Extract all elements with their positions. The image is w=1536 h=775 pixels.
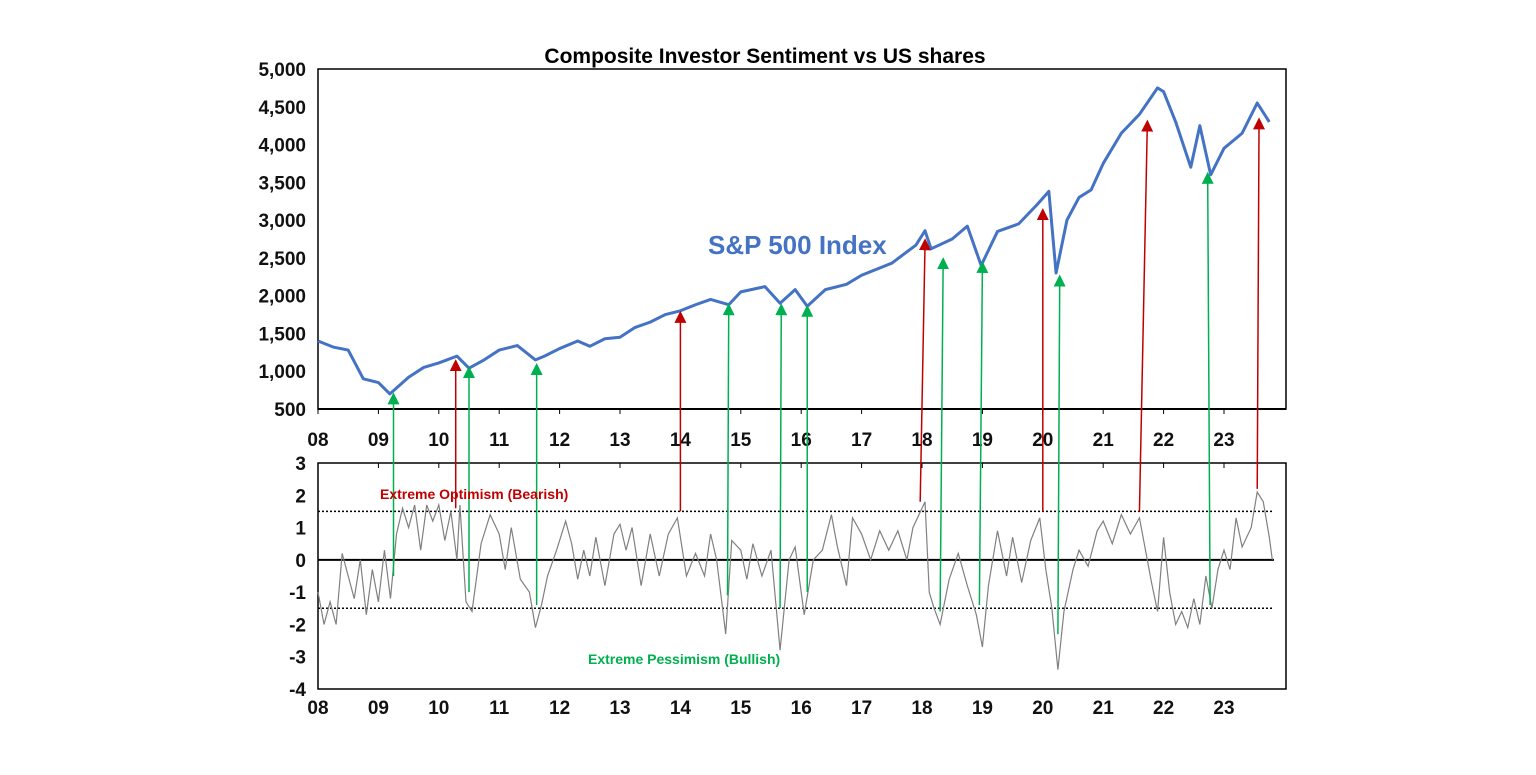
pessimism-arrow [1201, 171, 1214, 606]
bottom-x-tick-label: 14 [670, 698, 692, 719]
top-x-tick-label: 22 [1153, 430, 1174, 451]
top-x-tick-label: 23 [1213, 430, 1234, 451]
top-y-tick-label: 3,500 [258, 173, 306, 194]
pessimism-arrow [775, 303, 788, 609]
top-y-tick-label: 4,000 [258, 136, 306, 157]
top-y-tick-label: 4,500 [258, 98, 306, 119]
extreme-optimism-label: Extreme Optimism (Bearish) [380, 486, 568, 502]
top-x-tick-label: 21 [1093, 430, 1115, 451]
sp500-line [317, 86, 1271, 396]
top-x-tick-label: 08 [307, 430, 328, 451]
bottom-x-tick-label: 23 [1213, 698, 1234, 719]
bottom-x-tick-label: 21 [1093, 698, 1115, 719]
bottom-y-tick-label: 1 [295, 519, 306, 540]
extreme-pessimism-label: Extreme Pessimism (Bullish) [588, 651, 780, 667]
top-x-tick-label: 19 [972, 430, 993, 451]
optimism-arrow [1253, 117, 1266, 489]
bottom-plot-frame [317, 462, 1287, 690]
top-y-tick-label: 5,000 [258, 60, 306, 81]
pessimism-arrow [976, 260, 989, 606]
top-x-tick-label: 15 [730, 430, 752, 451]
top-y-tick-label: 1,500 [258, 324, 306, 345]
bottom-x-tick-label: 10 [428, 698, 449, 719]
bottom-x-tick-label: 20 [1032, 698, 1053, 719]
sentiment-line [317, 490, 1273, 670]
top-x-tick-label: 13 [609, 430, 630, 451]
bottom-y-tick-label: -1 [289, 583, 306, 604]
pessimism-arrow [937, 257, 950, 612]
top-panel: 500 1,000 1,500 2,000 2,500 3,000 3,500 4,000 4,… [258, 60, 1287, 451]
top-x-tick-label: 16 [791, 430, 812, 451]
top-y-tick-label: 1,000 [258, 362, 306, 383]
top-x-tick-label: 10 [428, 430, 449, 451]
bottom-x-tick-label: 08 [307, 698, 328, 719]
bottom-x-tick-label: 12 [549, 698, 570, 719]
bottom-y-tick-label: -3 [289, 648, 306, 669]
top-x-tick-label: 17 [851, 430, 872, 451]
bottom-y-tick-label: -4 [289, 680, 306, 701]
top-y-tick-label: 3,000 [258, 211, 306, 232]
top-x-tick-label: 12 [549, 430, 570, 451]
bottom-x-tick-label: 11 [489, 698, 510, 719]
bottom-y-tick-label: 0 [295, 551, 306, 572]
bottom-x-tick-label: 09 [368, 698, 389, 719]
sp500-series-label: S&P 500 Index [708, 230, 887, 260]
optimism-arrow [918, 238, 931, 502]
top-y-tick-label: 2,500 [258, 249, 306, 270]
bottom-x-tick-label: 15 [730, 698, 752, 719]
bottom-y-tick-label: -2 [289, 615, 306, 636]
pessimism-arrow [722, 303, 735, 596]
top-x-tick-label: 11 [489, 430, 510, 451]
chart-title: Composite Investor Sentiment vs US share… [544, 45, 985, 68]
bottom-x-tick-label: 17 [851, 698, 872, 719]
bottom-x-tick-label: 22 [1153, 698, 1174, 719]
top-x-tick-label: 09 [368, 430, 389, 451]
optimism-arrow [1138, 119, 1154, 512]
bottom-y-tick-label: 3 [295, 454, 306, 475]
top-y-tick-label: 500 [274, 400, 306, 421]
top-y-tick-label: 2,000 [258, 287, 306, 308]
pessimism-arrow [1053, 274, 1066, 635]
arrows [387, 117, 1266, 635]
bottom-y-tick-label: 2 [295, 486, 306, 507]
bottom-x-tick-label: 13 [609, 698, 630, 719]
bottom-x-tick-label: 19 [972, 698, 993, 719]
bottom-x-tick-label: 18 [911, 698, 932, 719]
bottom-x-tick-label: 16 [791, 698, 812, 719]
